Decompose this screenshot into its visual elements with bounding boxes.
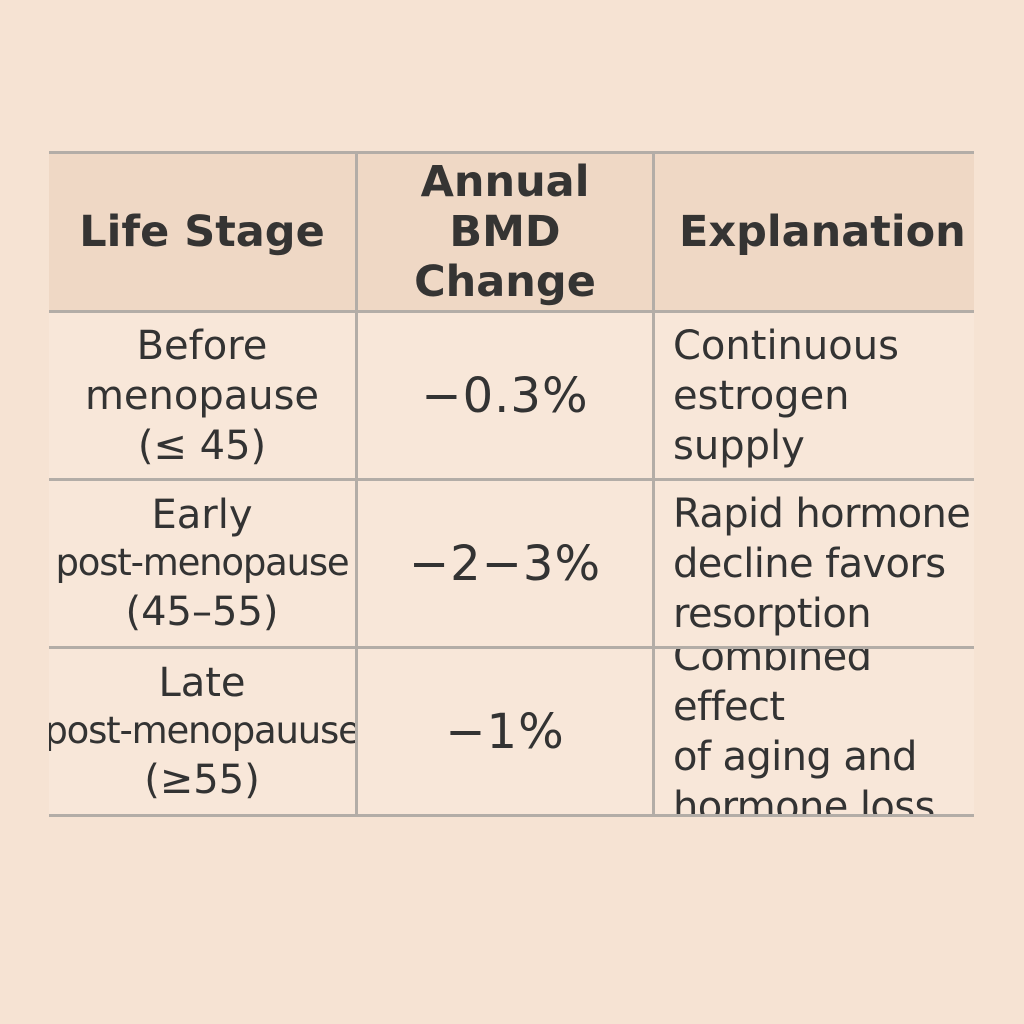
life-stage-line3: (45–55) (125, 588, 279, 635)
life-stage-cell: Early post-menopause (45–55) (49, 481, 358, 646)
table-row: Early post-menopause (45–55) −2−3% Rapid… (49, 481, 974, 649)
header-cell-life-stage: Life Stage (49, 154, 358, 310)
life-stage-line1: Late (158, 660, 246, 707)
life-stage-line3: (≤ 45) (137, 422, 267, 469)
bmd-change-value: −1% (445, 703, 565, 760)
header-annual-bmd-change: Annual BMD Change (414, 156, 596, 308)
life-stage-line3: (≥55) (144, 756, 260, 803)
bmd-change-cell: −0.3% (358, 313, 655, 478)
life-stage-cell: Before menopause (≤ 45) (49, 313, 358, 478)
bmd-change-cell: −1% (358, 649, 655, 814)
life-stage-text: Late post-menopauuse (≥55) (49, 658, 358, 804)
explanation-cell: Combined effect of aging and hormone los… (655, 649, 974, 814)
header-life-stage: Life Stage (79, 206, 325, 257)
table-row: Late post-menopauuse (≥55) −1% Combined … (49, 649, 974, 817)
life-stage-line1: Before (136, 322, 268, 369)
table-row: Before menopause (≤ 45) −0.3% Continuous… (49, 313, 974, 481)
explanation-cell: Continuous estrogen supply (655, 313, 974, 478)
explanation-text: Continuous estrogen supply (673, 322, 899, 469)
life-stage-cell: Late post-menopauuse (≥55) (49, 649, 358, 814)
header-explanation: Explanation (679, 206, 966, 257)
bmd-change-value: −0.3% (421, 367, 589, 424)
header-cell-explanation: Explanation (655, 154, 974, 310)
life-stage-line2: post-menopause (55, 541, 349, 585)
bmd-change-value: −2−3% (408, 535, 602, 592)
explanation-text: Rapid hormone decline favors resorption (673, 490, 971, 637)
life-stage-line2: menopause (84, 372, 320, 419)
life-stage-text: Before menopause (≤ 45) (83, 321, 321, 471)
table-header-row: Life Stage Annual BMD Change Explanation (49, 154, 974, 313)
explanation-text: Combined effect of aging and hormone los… (673, 649, 935, 814)
life-stage-line2: post-menopauuse (49, 709, 358, 753)
life-stage-line1: Early (151, 492, 253, 539)
bmd-change-cell: −2−3% (358, 481, 655, 646)
life-stage-text: Early post-menopause (45–55) (53, 490, 350, 636)
bmd-table: Life Stage Annual BMD Change Explanation… (49, 151, 974, 817)
explanation-cell: Rapid hormone decline favors resorption (655, 481, 974, 646)
header-cell-annual-bmd-change: Annual BMD Change (358, 154, 655, 310)
